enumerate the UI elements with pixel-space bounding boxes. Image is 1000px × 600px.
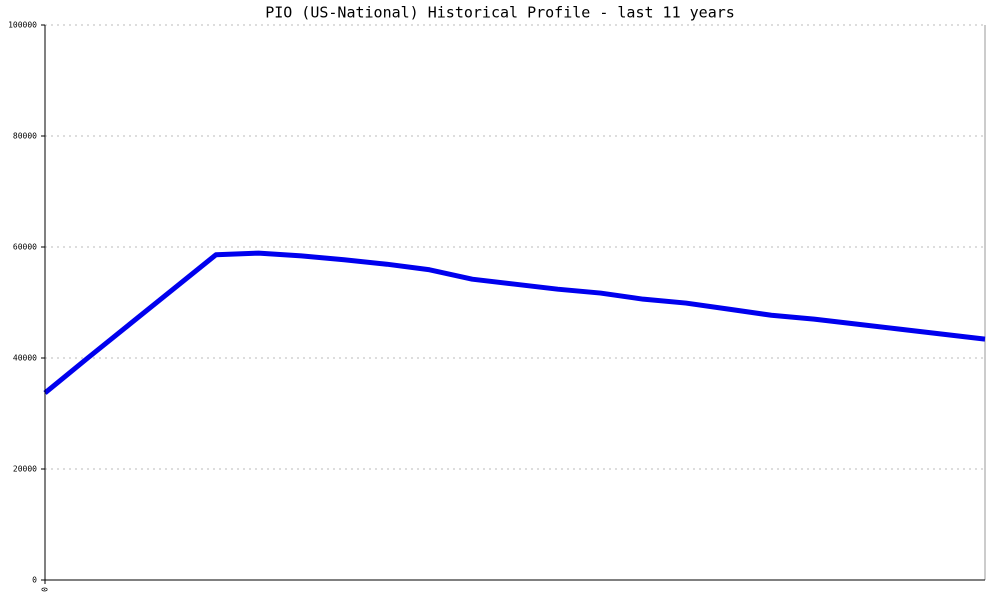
plot bbox=[43, 250, 986, 395]
chart-title: PIO (US-National) Historical Profile - l… bbox=[265, 4, 735, 22]
y-tick-label: 100000 bbox=[8, 21, 37, 30]
y-tick-label: 20000 bbox=[13, 465, 37, 474]
y-tick-label: 40000 bbox=[13, 354, 37, 363]
y-tick-label: 80000 bbox=[13, 132, 37, 141]
y-tick-label: 0 bbox=[32, 576, 37, 585]
series-line bbox=[43, 250, 986, 395]
y-tick-label: 60000 bbox=[13, 243, 37, 252]
x-tick-label: 0 bbox=[41, 587, 50, 592]
